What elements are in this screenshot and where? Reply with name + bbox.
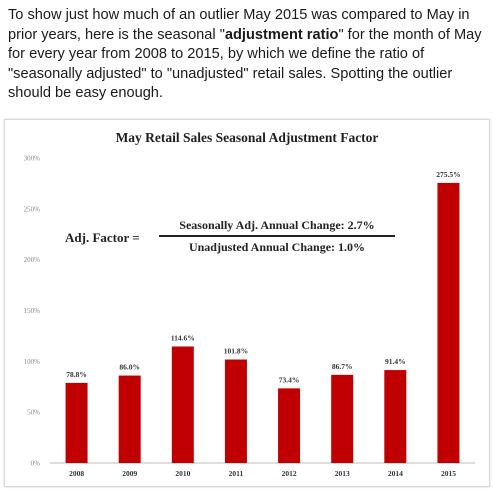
bar xyxy=(118,375,141,463)
chart-frame: May Retail Sales Seasonal Adjustment Fac… xyxy=(4,119,490,487)
y-tick-label: 100% xyxy=(24,358,41,366)
x-tick-label: 2011 xyxy=(229,469,244,478)
bar xyxy=(437,182,460,463)
formula-lhs: Adj. Factor = xyxy=(65,230,140,245)
y-tick-label: 300% xyxy=(24,155,41,163)
bar xyxy=(171,346,194,463)
intro-text-part2: " for the month of May for every year fr… xyxy=(8,26,482,102)
bar xyxy=(384,370,407,463)
data-label: 275.5% xyxy=(436,170,460,179)
y-tick-label: 50% xyxy=(27,409,40,417)
data-label: 73.4% xyxy=(279,375,300,384)
formula-fraction-bar xyxy=(159,235,395,237)
bar xyxy=(331,374,354,463)
y-tick-label: 0% xyxy=(31,460,41,468)
bar-chart: 0% 50% 100% 150% 200% 250% 300% 78.8% 2008 86.0% 2… xyxy=(24,155,475,478)
data-label: 114.6% xyxy=(171,333,195,342)
data-label: 86.0% xyxy=(119,363,140,372)
bar xyxy=(278,388,301,463)
intro-text-part1: To show just how much of an outlier May … xyxy=(8,7,470,43)
intro-bold-term: adjustment ratio xyxy=(224,26,339,43)
y-tick-label: 250% xyxy=(24,205,41,213)
x-tick-label: 2013 xyxy=(335,469,350,478)
formula-numerator: Seasonally Adj. Annual Change: 2.7% xyxy=(179,218,375,232)
data-label: 101.8% xyxy=(224,347,248,356)
x-tick-label: 2015 xyxy=(441,469,456,478)
data-label: 86.7% xyxy=(332,362,353,371)
y-tick-label: 150% xyxy=(24,307,41,315)
x-tick-label: 2012 xyxy=(282,469,297,478)
x-tick-label: 2008 xyxy=(69,469,84,478)
y-tick-label: 200% xyxy=(24,256,41,264)
formula-denominator: Unadjusted Annual Change: 1.0% xyxy=(188,240,366,254)
intro-paragraph: To show just how much of an outlier May … xyxy=(8,6,488,104)
data-label: 78.8% xyxy=(66,370,87,379)
x-tick-label: 2009 xyxy=(122,469,137,478)
adjustment-factor-formula: Adj. Factor = Seasonally Adj. Annual Cha… xyxy=(65,218,405,262)
data-label: 91.4% xyxy=(385,357,406,366)
x-tick-label: 2010 xyxy=(175,469,190,478)
x-tick-label: 2014 xyxy=(388,469,403,478)
chart-title: May Retail Sales Seasonal Adjustment Fac… xyxy=(115,130,379,145)
bar xyxy=(65,382,88,463)
bar xyxy=(224,359,247,463)
